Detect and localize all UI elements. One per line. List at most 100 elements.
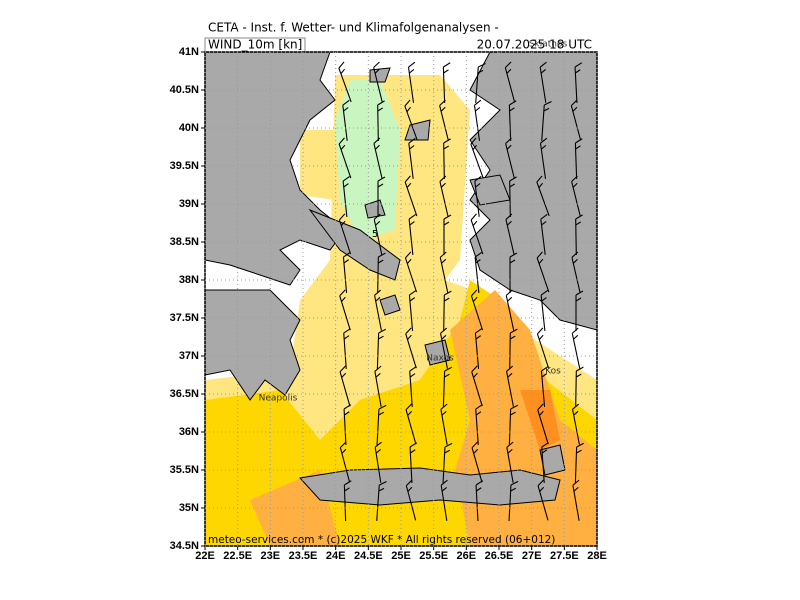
y-tick-label: 37.5N (170, 312, 199, 324)
wind-barb (475, 404, 483, 445)
barb-shaft (442, 366, 453, 408)
wind-barb (409, 366, 417, 407)
land-peloponnese (204, 289, 301, 401)
wind-barb (508, 404, 519, 446)
island (424, 339, 451, 366)
wind-barb (536, 251, 550, 293)
wind-barb (376, 481, 387, 521)
wind-barb (471, 365, 483, 407)
wind-barb (504, 61, 516, 103)
barb-shaft (539, 137, 548, 179)
barb-shaft (374, 365, 382, 407)
wind-barb (508, 480, 519, 522)
x-tick-label: 27E (522, 550, 542, 562)
barb-shaft (442, 442, 453, 484)
wind-barb (442, 442, 453, 484)
wind-barb (470, 289, 484, 331)
wind-barb (409, 442, 418, 484)
y-tick-label: 37N (179, 350, 199, 362)
wind-barb (539, 137, 548, 179)
wind-barb (376, 328, 387, 370)
wind-barb (474, 175, 482, 217)
barb-shaft (443, 214, 452, 255)
wind-barb (572, 479, 580, 521)
wind-barb (574, 138, 583, 180)
barb-shaft (440, 327, 448, 369)
shade-green (335, 80, 400, 240)
barb-shaft (572, 403, 580, 445)
wind-barb (342, 175, 350, 217)
wind-barb (474, 328, 483, 369)
x-tick-label: 26E (457, 550, 477, 562)
barb-shaft (338, 61, 352, 103)
wind-barb (470, 137, 484, 179)
wind-barb (572, 403, 580, 445)
barb-shaft (343, 480, 352, 522)
y-tick-label: 34.5N (170, 540, 199, 552)
barb-shaft (540, 366, 549, 407)
place-label: Skiathos (529, 40, 568, 50)
x-tick-label: 23.5E (289, 550, 318, 562)
wind-barb (404, 175, 418, 217)
barb-shaft (475, 63, 486, 103)
barb-shaft (475, 480, 484, 522)
x-tick-label: 22E (195, 550, 215, 562)
barb-shaft (541, 101, 552, 141)
barb-shaft (537, 479, 549, 521)
wind-barb (575, 290, 584, 331)
wind-barb (377, 252, 386, 294)
barb-shaft (342, 99, 350, 141)
wind-barb (574, 442, 585, 484)
x-tick-label: 28E (587, 550, 607, 562)
wind-barb (342, 252, 351, 293)
wind-barb (408, 137, 416, 179)
island (379, 294, 401, 316)
x-tick-label: 26.5E (485, 550, 514, 562)
land-anatolia (469, 51, 598, 331)
barb-shaft (407, 61, 416, 103)
wind-barb (540, 213, 548, 255)
wind-barb (505, 289, 515, 331)
wind-barb (474, 251, 482, 293)
barb-shaft (377, 100, 385, 142)
wind-barb (405, 479, 417, 521)
wind-barb (540, 289, 548, 331)
barb-shaft (405, 479, 417, 521)
barb-shaft (404, 251, 418, 293)
y-tick-label: 40N (179, 122, 199, 134)
wind-barb (571, 175, 581, 217)
barb-shaft (409, 366, 417, 407)
barb-shaft (342, 175, 350, 217)
y-tick-label: 36.5N (170, 388, 199, 400)
x-tick-label: 24E (326, 550, 346, 562)
barb-shaft (571, 327, 581, 369)
barb-shaft (343, 404, 352, 446)
barb-shaft (339, 441, 351, 483)
wind-barb (506, 441, 514, 483)
wind-barb (442, 366, 453, 408)
barb-shaft (505, 137, 515, 179)
wind-barb (536, 175, 550, 217)
wind-barb (475, 63, 486, 103)
barb-shaft (443, 138, 451, 180)
shade-light (300, 130, 340, 200)
wind-barb (443, 138, 451, 180)
wind-barb (574, 62, 583, 104)
barb-shaft (506, 365, 514, 407)
x-tick-label: 25.5E (419, 550, 448, 562)
barb-shaft (373, 61, 383, 103)
barb-shaft (536, 327, 550, 369)
barb-shaft (473, 99, 482, 141)
barb-shaft (537, 403, 549, 445)
barb-shaft (540, 213, 548, 255)
wind-barb (575, 366, 584, 408)
wind-barb (439, 175, 449, 217)
wind-barb (505, 213, 515, 255)
y-tick-label: 38N (179, 274, 199, 286)
barb-shaft (574, 442, 585, 484)
wind-barb (509, 176, 517, 218)
barb-shaft (509, 328, 518, 370)
barb-shaft (474, 175, 482, 217)
wind-barb (339, 365, 351, 407)
